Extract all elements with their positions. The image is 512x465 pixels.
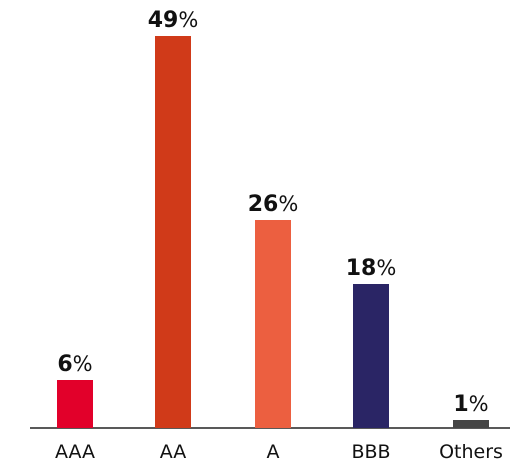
value-percent-sign: % <box>278 192 298 216</box>
bar-aaa <box>57 380 93 428</box>
bar-others <box>453 420 489 428</box>
bar-a <box>255 220 291 428</box>
value-percent-sign: % <box>469 392 489 416</box>
value-number: 26 <box>248 192 279 217</box>
value-number: 6 <box>57 352 72 377</box>
value-label-aa: 49% <box>148 8 199 33</box>
value-percent-sign: % <box>73 352 93 376</box>
value-number: 1 <box>453 392 468 417</box>
value-number: 49 <box>148 8 179 33</box>
x-tick-labels-group: AAA AA A BBB Others <box>55 441 503 463</box>
x-tick-label-aaa: AAA <box>55 441 95 463</box>
value-label-aaa: 6% <box>57 352 92 377</box>
value-labels-group: 6%49%26%18%1% <box>57 8 488 417</box>
x-tick-label-others: Others <box>439 441 503 463</box>
value-label-bbb: 18% <box>346 256 397 281</box>
bar-aa <box>155 36 191 428</box>
value-percent-sign: % <box>376 256 396 280</box>
value-label-a: 26% <box>248 192 299 217</box>
bar-bbb <box>353 284 389 428</box>
bars-group <box>57 36 489 428</box>
x-tick-label-a: A <box>267 441 280 463</box>
value-number: 18 <box>346 256 377 281</box>
value-label-others: 1% <box>453 392 488 417</box>
x-tick-label-aa: AA <box>160 441 187 463</box>
x-tick-label-bbb: BBB <box>351 441 390 463</box>
value-percent-sign: % <box>178 8 198 32</box>
